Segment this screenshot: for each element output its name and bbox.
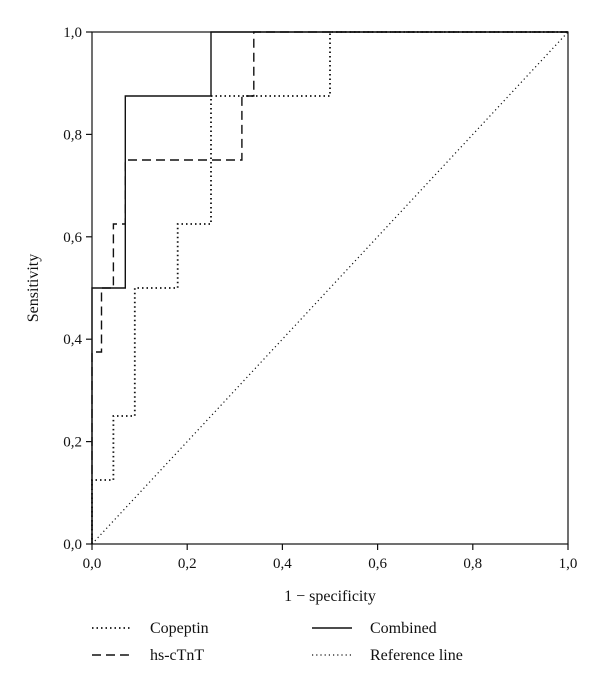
legend: Copeptin hs-cTnT Combined Reference line	[92, 620, 463, 664]
legend-label-copeptin: Copeptin	[150, 620, 209, 637]
x-tick-label: 0,6	[368, 556, 387, 572]
series-layer	[91, 31, 569, 545]
y-tick-label: 0,8	[63, 127, 82, 143]
series-line-reference-line	[91, 31, 569, 545]
y-tick-label: 0,4	[63, 332, 82, 348]
legend-label-combined: Combined	[370, 620, 437, 637]
x-tick-label: 0,0	[83, 556, 102, 572]
x-tick-label: 0,8	[463, 556, 482, 572]
y-axis-title: Sensitivity	[25, 254, 42, 322]
legend-label-reference-line: Reference line	[370, 647, 463, 664]
series-line-combined	[91, 31, 568, 544]
x-tick-label: 1,0	[559, 556, 578, 572]
y-tick-label: 1,0	[63, 25, 82, 41]
x-axis-ticks: 0,0 0,2 0,4 0,6 0,8 1,0	[83, 544, 578, 572]
x-tick-label: 0,2	[178, 556, 197, 572]
y-tick-label: 0,6	[63, 230, 82, 246]
x-axis-title: 1 − specificity	[284, 588, 376, 605]
y-tick-label: 0,2	[63, 435, 82, 451]
y-tick-label: 0,0	[63, 537, 82, 553]
y-axis-ticks: 0,0 0,2 0,4 0,6 0,8 1,0	[63, 25, 92, 553]
x-tick-label: 0,4	[273, 556, 292, 572]
legend-label-hs-ctnt: hs-cTnT	[150, 647, 204, 664]
